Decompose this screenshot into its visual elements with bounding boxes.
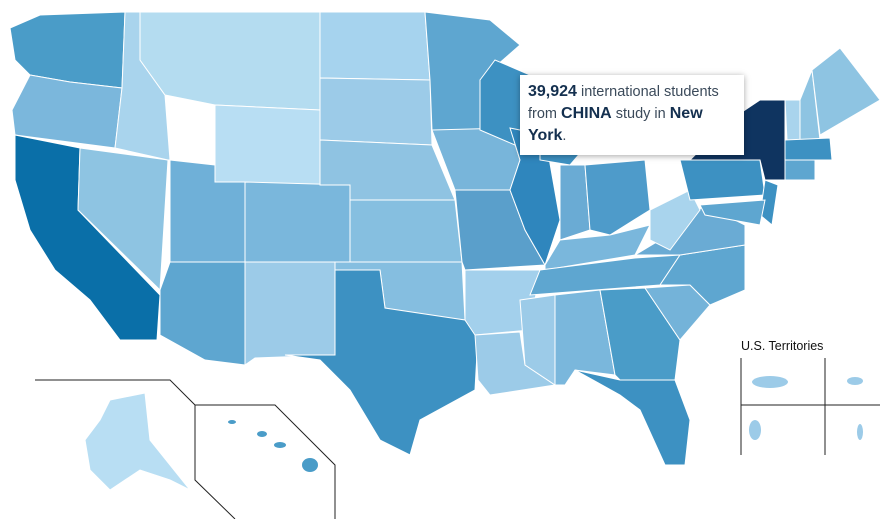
state[interactable] bbox=[679, 159, 766, 201]
state[interactable] bbox=[784, 99, 801, 141]
state[interactable] bbox=[699, 199, 766, 226]
tooltip: 39,924 international students from CHINA… bbox=[520, 75, 744, 155]
state[interactable] bbox=[244, 181, 351, 263]
state[interactable] bbox=[139, 11, 321, 111]
state[interactable] bbox=[284, 269, 479, 456]
tooltip-text: international students from bbox=[528, 84, 719, 122]
tooltip-text: . bbox=[562, 128, 567, 144]
inset-border bbox=[195, 404, 336, 519]
state[interactable] bbox=[584, 159, 651, 236]
country: CHINA bbox=[561, 105, 612, 122]
tooltip-text: study in bbox=[611, 106, 670, 122]
state[interactable] bbox=[244, 261, 336, 366]
state[interactable] bbox=[649, 189, 701, 251]
state[interactable] bbox=[574, 369, 691, 466]
insets bbox=[35, 358, 880, 519]
inset-border bbox=[194, 405, 236, 519]
territories-label: U.S. Territories bbox=[741, 339, 824, 353]
state[interactable] bbox=[9, 11, 126, 89]
state[interactable] bbox=[349, 199, 463, 263]
alaska[interactable] bbox=[84, 392, 191, 491]
territories[interactable] bbox=[749, 376, 863, 440]
state-name: New York bbox=[528, 105, 703, 144]
state[interactable] bbox=[11, 74, 123, 149]
state[interactable] bbox=[319, 11, 431, 81]
state[interactable] bbox=[214, 104, 321, 186]
state[interactable] bbox=[784, 159, 816, 181]
inset-border bbox=[35, 379, 196, 406]
state[interactable] bbox=[811, 47, 881, 136]
hawaii[interactable] bbox=[228, 420, 318, 472]
state[interactable] bbox=[319, 77, 433, 146]
state[interactable] bbox=[784, 137, 833, 161]
state[interactable] bbox=[159, 261, 246, 366]
count: 39,924 bbox=[528, 83, 577, 100]
